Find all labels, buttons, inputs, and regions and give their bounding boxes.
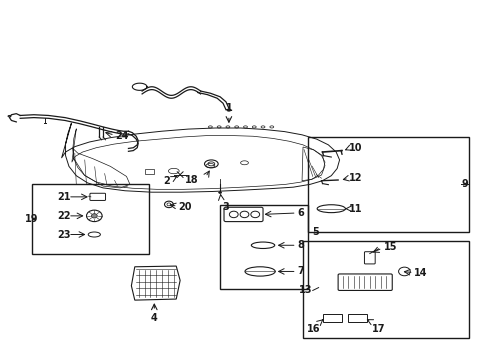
Text: 7: 7 [297, 266, 303, 276]
Text: 1: 1 [225, 103, 232, 113]
Bar [32, 184, 149, 253]
Bar [303, 241, 468, 338]
Bar [144, 168, 154, 174]
Text: 5: 5 [311, 227, 318, 237]
Text: 16: 16 [306, 324, 320, 334]
Text: 17: 17 [371, 324, 385, 334]
Text: 14: 14 [413, 268, 427, 278]
Bar [220, 205, 307, 289]
Text: 24: 24 [115, 131, 128, 141]
Text: 22: 22 [57, 211, 70, 221]
Text: 21: 21 [57, 192, 70, 202]
Text: 4: 4 [151, 314, 157, 323]
Text: 10: 10 [348, 143, 362, 153]
Text: 23: 23 [57, 230, 70, 239]
Text: 3: 3 [222, 202, 228, 212]
Text: 8: 8 [297, 240, 304, 250]
Text: 11: 11 [348, 204, 362, 214]
Bar [307, 137, 468, 232]
Text: 9: 9 [461, 179, 468, 189]
Circle shape [91, 214, 97, 218]
Ellipse shape [218, 192, 221, 193]
Text: 19: 19 [25, 214, 39, 224]
Text: 18: 18 [184, 175, 198, 185]
Text: 13: 13 [299, 285, 312, 296]
Text: 15: 15 [383, 242, 396, 252]
Text: 20: 20 [178, 202, 192, 212]
Text: 6: 6 [297, 208, 303, 218]
Text: 2: 2 [163, 176, 170, 186]
Text: 12: 12 [348, 173, 362, 183]
